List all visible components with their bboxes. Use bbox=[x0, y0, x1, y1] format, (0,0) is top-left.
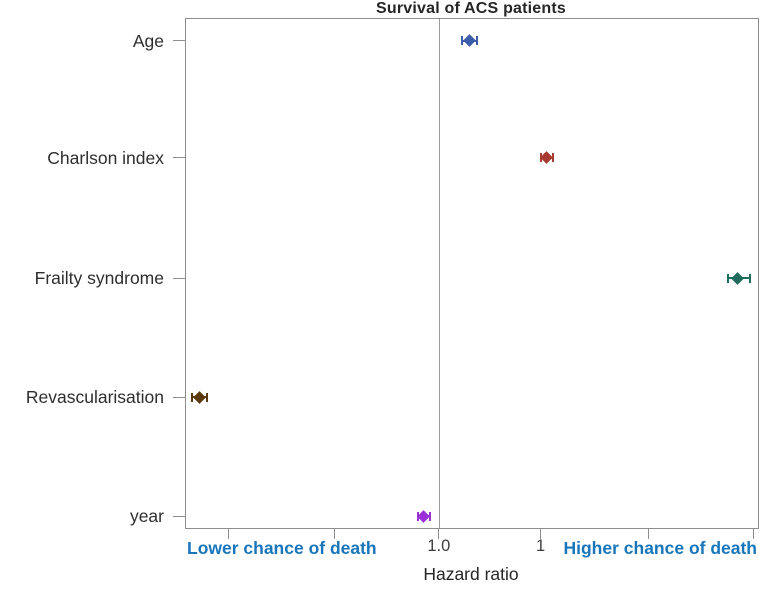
y-axis-tick bbox=[173, 396, 185, 398]
x-axis-tick bbox=[438, 529, 440, 539]
x-axis-tick bbox=[540, 529, 542, 539]
chart-title: Survival of ACS patients bbox=[375, 0, 567, 17]
y-axis-tick bbox=[173, 277, 185, 279]
annotation-lower-chance: Lower chance of death bbox=[187, 538, 377, 558]
reference-line bbox=[438, 19, 440, 528]
category-label: Charlson index bbox=[47, 147, 164, 168]
x-axis-tick bbox=[228, 529, 230, 539]
ci-cap-high bbox=[551, 153, 554, 163]
y-axis-tick bbox=[173, 157, 185, 159]
y-axis-tick bbox=[173, 40, 185, 42]
category-label: Age bbox=[132, 30, 164, 51]
marker-diamond bbox=[462, 34, 476, 48]
plot-area: 1.0 1 Age Charlson index Frailty syndrome Rev… bbox=[26, 18, 759, 555]
x-axis-tick bbox=[648, 529, 650, 539]
x-tick-label: 1 bbox=[536, 537, 546, 555]
category-label: Frailty syndrome bbox=[34, 268, 164, 289]
x-axis-tick bbox=[333, 529, 335, 539]
ci-cap-low bbox=[727, 273, 730, 283]
annotation-higher-chance: Higher chance of death bbox=[563, 538, 757, 558]
ci-cap-low bbox=[460, 36, 463, 46]
marker-diamond bbox=[192, 390, 206, 404]
ci-cap-high bbox=[475, 36, 478, 46]
ci-cap-high bbox=[748, 273, 751, 283]
category-label: year bbox=[129, 506, 164, 527]
marker-diamond bbox=[731, 271, 745, 285]
y-axis-tick bbox=[173, 515, 185, 517]
ci-cap-low bbox=[190, 392, 193, 402]
x-axis-tick bbox=[753, 529, 755, 539]
x-axis-title: Hazard ratio bbox=[423, 564, 519, 584]
category-label: Revascularisation bbox=[25, 387, 164, 408]
ci-cap-high bbox=[206, 392, 209, 402]
x-tick-label: 1.0 bbox=[427, 537, 451, 555]
